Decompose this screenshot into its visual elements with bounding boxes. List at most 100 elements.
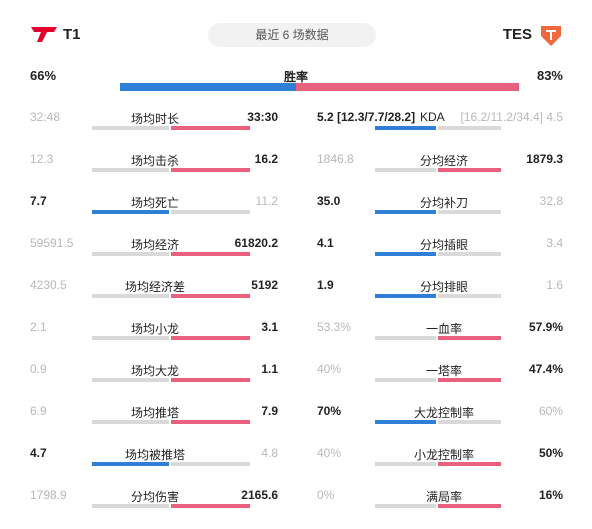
left-tes-value: 11.2 <box>255 194 278 208</box>
left-tes-value: 2165.6 <box>241 488 278 502</box>
right-tes-value: 1879.3 <box>526 152 563 166</box>
left-tes-value: 5192 <box>251 278 278 292</box>
right-t1-value: 5.2 [12.3/7.7/28.2] <box>317 110 416 124</box>
left-bar-t1 <box>92 504 169 508</box>
win-rate-bar-left <box>120 83 296 91</box>
right-bar-tes <box>438 378 501 382</box>
right-stat-name: 分均插眼 <box>419 238 468 252</box>
right-bar-t1 <box>375 210 436 214</box>
left-bar-t1 <box>92 462 169 466</box>
win-rate-bar-right <box>296 83 519 91</box>
left-bar-tes <box>171 294 250 298</box>
right-tes-value: 3.4 <box>546 236 563 250</box>
left-t1-value: 4230.5 <box>30 278 67 292</box>
right-stat-name: 分均经济 <box>419 154 468 168</box>
right-bar-tes <box>438 210 501 214</box>
right-bar-tes <box>438 294 501 298</box>
right-bar-tes <box>438 336 501 340</box>
right-tes-value: 50% <box>538 446 563 460</box>
right-stat-name: 一塔率 <box>425 364 462 378</box>
left-t1-value: 32:48 <box>30 110 61 124</box>
left-bar-tes <box>171 378 250 382</box>
left-t1-value: 7.7 <box>30 194 47 208</box>
left-t1-value: 0.9 <box>30 362 47 376</box>
right-stat-name: KDA <box>420 110 445 124</box>
right-stat-name: 小龙控制率 <box>413 448 474 462</box>
left-bar-tes <box>171 462 250 466</box>
right-bar-t1 <box>375 420 436 424</box>
win-rate-label: 胜率 <box>283 70 308 84</box>
right-bar-t1 <box>375 378 436 382</box>
stat-row: 2.1 场均小龙 3.1 53.3% 一血率 57.9% <box>0 306 592 346</box>
left-t1-value: 4.7 <box>30 446 47 460</box>
right-bar-t1 <box>375 252 436 256</box>
left-bar-t1 <box>92 168 169 172</box>
right-bar-tes <box>438 168 501 172</box>
right-t1-value: 4.1 <box>317 236 334 250</box>
win-rate-left: 66% <box>30 68 57 83</box>
win-rate-row: 66% 胜率 83% <box>0 62 592 96</box>
t1-logo-icon <box>31 27 57 42</box>
stat-row: 7.7 场均死亡 11.2 35.0 分均补刀 32.8 <box>0 180 592 220</box>
left-bar-t1 <box>92 420 169 424</box>
right-bar-t1 <box>375 294 436 298</box>
right-bar-tes <box>438 420 501 424</box>
right-t1-value: 70% <box>317 404 342 418</box>
right-bar-tes <box>438 504 501 508</box>
right-t1-value: 1.9 <box>317 278 334 292</box>
right-t1-value: 53.3% <box>317 320 352 334</box>
right-tes-value: 1.6 <box>546 278 563 292</box>
left-stat-name: 场均推塔 <box>130 406 179 420</box>
left-bar-t1 <box>92 126 169 130</box>
right-tes-value: 16% <box>538 488 563 502</box>
left-bar-tes <box>171 252 250 256</box>
left-tes-value: 7.9 <box>261 404 278 418</box>
win-rate-right: 83% <box>536 68 563 83</box>
stat-row: 4230.5 场均经济差 5192 1.9 分均排眼 1.6 <box>0 264 592 304</box>
left-bar-t1 <box>92 294 169 298</box>
right-bar-t1 <box>375 336 436 340</box>
left-stat-name: 场均经济差 <box>124 280 185 294</box>
stat-row: 4.7 场均被推塔 4.8 40% 小龙控制率 50% <box>0 432 592 472</box>
right-stat-name: 分均排眼 <box>419 280 468 294</box>
right-stat-name: 分均补刀 <box>419 196 468 210</box>
left-bar-tes <box>171 168 250 172</box>
right-tes-value: 47.4% <box>528 362 563 376</box>
right-tes-value: 32.8 <box>539 194 563 208</box>
left-bar-t1 <box>92 378 169 382</box>
team-right-name: TES <box>502 26 532 43</box>
right-stat-name: 一血率 <box>425 322 462 336</box>
right-bar-t1 <box>375 504 436 508</box>
stat-row: 0.9 场均大龙 1.1 40% 一塔率 47.4% <box>0 348 592 388</box>
left-t1-value: 1798.9 <box>30 488 67 502</box>
left-bar-tes <box>171 420 250 424</box>
stat-row: 6.9 场均推塔 7.9 70% 大龙控制率 60% <box>0 390 592 430</box>
right-stat-name: 满局率 <box>425 490 462 504</box>
left-stat-name: 场均小龙 <box>130 322 179 336</box>
recent-matches-label: 最近 6 场数据 <box>208 23 376 47</box>
right-t1-value: 35.0 <box>317 194 341 208</box>
left-bar-t1 <box>92 336 169 340</box>
left-stat-name: 场均时长 <box>130 112 179 126</box>
match-header: T1 最近 6 场数据 TES <box>0 0 592 62</box>
right-t1-value: 1846.8 <box>317 152 354 166</box>
tes-logo-icon <box>541 26 561 46</box>
left-tes-value: 33:30 <box>247 110 278 124</box>
right-tes-value: 57.9% <box>528 320 563 334</box>
right-t1-value: 40% <box>317 362 342 376</box>
left-bar-tes <box>171 504 250 508</box>
left-bar-tes <box>171 210 250 214</box>
left-bar-tes <box>171 336 250 340</box>
left-bar-t1 <box>92 252 169 256</box>
right-t1-value: 40% <box>317 446 342 460</box>
right-stat-name: 大龙控制率 <box>413 406 474 420</box>
left-tes-value: 1.1 <box>261 362 278 376</box>
left-stat-name: 场均经济 <box>130 238 179 252</box>
right-bar-t1 <box>375 462 436 466</box>
stat-row: 12.3 场均击杀 16.2 1846.8 分均经济 1879.3 <box>0 138 592 178</box>
right-bar-tes <box>438 462 501 466</box>
left-stat-name: 场均大龙 <box>130 364 179 378</box>
right-bar-tes <box>438 126 501 130</box>
right-bar-t1 <box>375 126 436 130</box>
left-tes-value: 16.2 <box>254 152 278 166</box>
